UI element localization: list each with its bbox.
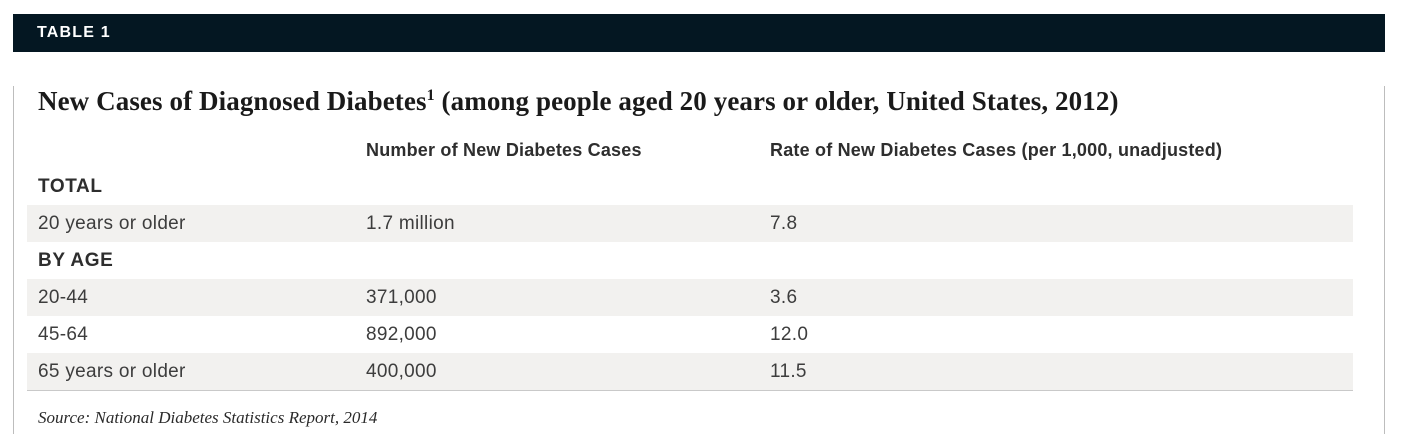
row-label: 20-44 — [38, 286, 89, 308]
row-label: 65 years or older — [38, 360, 186, 382]
table-panel-body: New Cases of Diagnosed Diabetes1 (among … — [13, 86, 1385, 434]
column-header-rate: Rate of New Diabetes Cases (per 1,000, u… — [770, 139, 1223, 160]
rate-value: 12.0 — [770, 323, 809, 345]
number-of-cases-value: 1.7 million — [366, 212, 455, 234]
section-header-row: TOTAL — [27, 168, 1353, 205]
row-label: 20 years or older — [38, 212, 186, 234]
footnote-marker: 1 — [426, 87, 435, 104]
table-title: New Cases of Diagnosed Diabetes1 (among … — [38, 86, 1360, 116]
column-header-row: Number of New Diabetes Cases Rate of New… — [27, 132, 1353, 168]
table-tag-bar: TABLE 1 — [13, 14, 1385, 52]
source-note: Source: National Diabetes Statistics Rep… — [38, 408, 378, 427]
table-row: 45-64 892,000 12.0 — [27, 316, 1353, 353]
table-row: 65 years or older 400,000 11.5 — [27, 353, 1353, 390]
rate-value: 11.5 — [770, 360, 807, 382]
table-title-qualifier: (among people aged 20 years or older, Un… — [434, 86, 1119, 116]
column-header-number-of-cases: Number of New Diabetes Cases — [366, 139, 642, 160]
data-table: Number of New Diabetes Cases Rate of New… — [27, 132, 1353, 391]
table-tag-label: TABLE 1 — [37, 24, 111, 41]
section-label: BY AGE — [38, 249, 114, 271]
table-row: 20 years or older 1.7 million 7.8 — [27, 205, 1353, 242]
table-title-main: New Cases of Diagnosed Diabetes — [38, 86, 427, 116]
table-body: TOTAL 20 years or older 1.7 million 7.8 BY A… — [27, 168, 1353, 390]
table-figure: TABLE 1 New Cases of Diagnosed Diabetes1… — [13, 14, 1385, 434]
rate-value: 3.6 — [770, 286, 798, 308]
number-of-cases-value: 892,000 — [366, 323, 437, 345]
number-of-cases-value: 400,000 — [366, 360, 437, 382]
table-row: 20-44 371,000 3.6 — [27, 279, 1353, 316]
section-header-row: BY AGE — [27, 242, 1353, 279]
rate-value: 7.8 — [770, 212, 798, 234]
row-label: 45-64 — [38, 323, 89, 345]
section-label: TOTAL — [38, 175, 103, 197]
number-of-cases-value: 371,000 — [366, 286, 437, 308]
